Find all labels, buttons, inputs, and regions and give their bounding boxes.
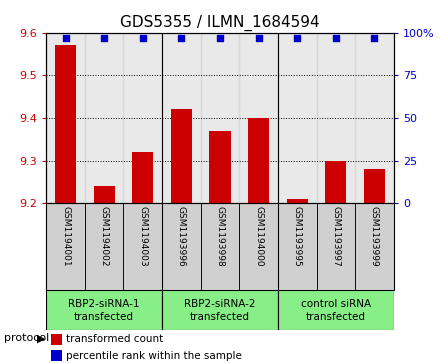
- FancyBboxPatch shape: [46, 203, 394, 290]
- Bar: [325, 161, 346, 203]
- Point: [139, 35, 146, 41]
- Point: [371, 35, 378, 41]
- Point: [62, 35, 69, 41]
- Bar: [132, 152, 154, 203]
- Bar: [51, 350, 62, 362]
- Bar: [278, 33, 316, 203]
- Point: [101, 35, 108, 41]
- Bar: [316, 33, 355, 203]
- Point: [216, 35, 224, 41]
- Point: [294, 35, 301, 41]
- Text: GSM1194002: GSM1194002: [99, 206, 109, 266]
- Bar: [239, 33, 278, 203]
- Text: GSM1194003: GSM1194003: [138, 206, 147, 266]
- Text: RBP2-siRNA-1
transfected: RBP2-siRNA-1 transfected: [68, 299, 140, 322]
- Text: GSM1193998: GSM1193998: [216, 206, 224, 267]
- Text: GSM1193999: GSM1193999: [370, 206, 379, 267]
- Bar: [51, 334, 62, 345]
- Point: [332, 35, 339, 41]
- Text: percentile rank within the sample: percentile rank within the sample: [66, 351, 242, 361]
- Bar: [94, 186, 115, 203]
- Text: control siRNA
transfected: control siRNA transfected: [301, 299, 371, 322]
- Bar: [201, 33, 239, 203]
- Text: GSM1193995: GSM1193995: [293, 206, 302, 267]
- Text: GSM1193997: GSM1193997: [331, 206, 341, 267]
- Text: protocol: protocol: [4, 334, 50, 343]
- Text: GSM1193996: GSM1193996: [177, 206, 186, 267]
- Bar: [248, 118, 269, 203]
- Bar: [55, 45, 76, 203]
- Point: [255, 35, 262, 41]
- Bar: [162, 33, 201, 203]
- Text: RBP2-siRNA-2
transfected: RBP2-siRNA-2 transfected: [184, 299, 256, 322]
- Bar: [355, 33, 394, 203]
- Title: GDS5355 / ILMN_1684594: GDS5355 / ILMN_1684594: [120, 15, 320, 31]
- Bar: [124, 33, 162, 203]
- FancyBboxPatch shape: [46, 290, 162, 330]
- Bar: [364, 169, 385, 203]
- FancyBboxPatch shape: [278, 290, 394, 330]
- FancyBboxPatch shape: [162, 290, 278, 330]
- Bar: [85, 33, 124, 203]
- Point: [178, 35, 185, 41]
- Bar: [46, 33, 85, 203]
- Bar: [209, 131, 231, 203]
- Text: GSM1194001: GSM1194001: [61, 206, 70, 266]
- Text: transformed count: transformed count: [66, 334, 163, 344]
- Bar: [286, 199, 308, 203]
- Text: GSM1194000: GSM1194000: [254, 206, 263, 266]
- Text: ▶: ▶: [37, 334, 46, 343]
- Bar: [171, 110, 192, 203]
